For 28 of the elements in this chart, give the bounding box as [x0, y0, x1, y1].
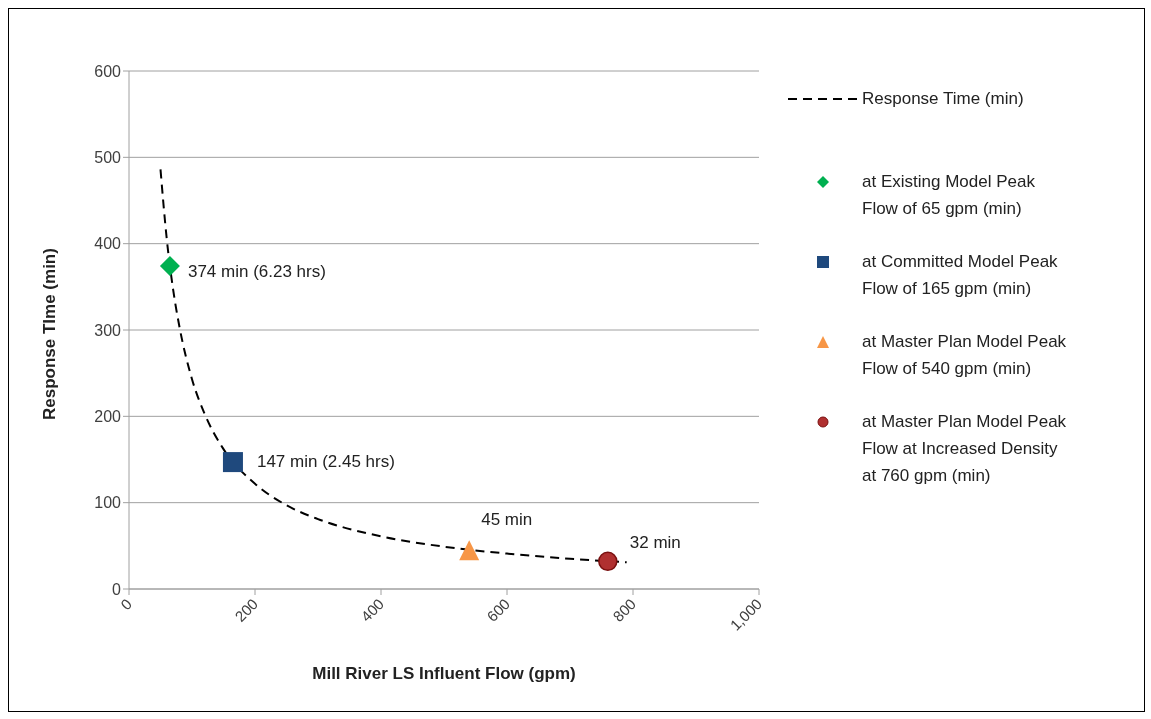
point — [159, 256, 180, 277]
annotation: 45 min — [481, 509, 533, 529]
y-tick-label: 300 — [94, 321, 122, 339]
legend-label: Response Time (min) — [862, 88, 1024, 110]
legend-label: at Master Plan Model Peak Flow at Increased Density at 760 gpm (min) — [862, 411, 1068, 487]
line-series — [159, 168, 628, 564]
x-tick-label: 600 — [483, 595, 514, 625]
y-axis-title: Response TIme (min) — [40, 248, 60, 420]
annotation: 32 min — [629, 532, 681, 552]
y-tick-label: 200 — [94, 408, 122, 426]
y-tick-label: 100 — [94, 494, 122, 512]
x-axis-title: Mill River LS Influent Flow (gpm) — [312, 664, 576, 683]
point — [222, 452, 243, 473]
x-tick-label: 0 — [117, 595, 136, 614]
annotation: 374 min (6.23 hrs) — [187, 261, 326, 281]
y-tick-label: 0 — [112, 580, 122, 598]
y-tick-label: 500 — [94, 149, 122, 167]
point — [459, 540, 480, 561]
x-tick-label: 200 — [231, 595, 262, 625]
legend-label: at Master Plan Model Peak Flow of 540 gpm (min) — [862, 331, 1068, 380]
annotation: 147 min (2.45 hrs) — [256, 451, 395, 471]
legend-label: at Existing Model Peak Flow of 65 gpm (min) — [862, 171, 1036, 220]
legend-label: at Committed Model Peak Flow of 165 gpm (min) — [862, 251, 1059, 300]
x-tick-label: 800 — [609, 595, 640, 625]
y-tick-label: 600 — [94, 62, 122, 80]
x-tick-label: 400 — [357, 595, 388, 625]
y-tick-label: 400 — [94, 235, 122, 253]
point — [598, 551, 618, 572]
